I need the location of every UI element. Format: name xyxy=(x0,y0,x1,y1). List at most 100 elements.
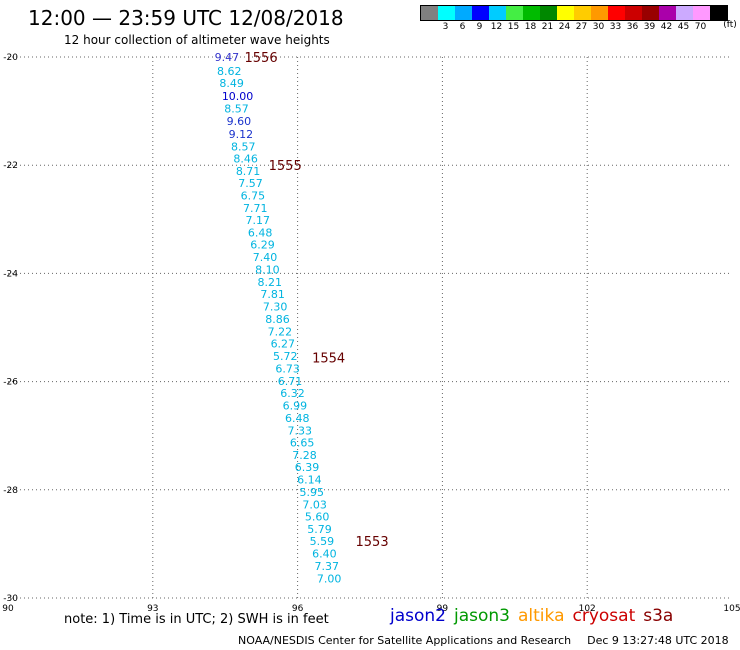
swh-value-label: 6.71 xyxy=(278,375,303,388)
legend-label: 30 xyxy=(592,22,605,32)
swh-value-label: 6.14 xyxy=(297,474,322,487)
swh-value-label: 8.62 xyxy=(217,65,242,78)
swh-value-label: 8.49 xyxy=(219,77,244,90)
legend-label: 33 xyxy=(609,22,622,32)
swh-value-label: 6.48 xyxy=(285,412,310,425)
swh-value-label: 5.72 xyxy=(273,350,298,363)
swh-value-label: 7.17 xyxy=(245,214,269,227)
y-tick-label: -26 xyxy=(3,378,18,388)
swh-value-label: 7.71 xyxy=(243,202,267,215)
swh-value-label: 6.48 xyxy=(248,226,272,239)
legend-label: 42 xyxy=(660,22,673,32)
swh-value-label: 7.57 xyxy=(238,177,263,190)
legend-label: 36 xyxy=(626,22,639,32)
satellite-jason3: jason3 xyxy=(454,606,510,626)
x-tick-label: 99 xyxy=(437,604,449,614)
legend-swatch xyxy=(523,6,540,20)
x-tick-label: 105 xyxy=(723,604,740,614)
legend-swatch xyxy=(676,6,693,20)
legend-label: 3 xyxy=(442,22,449,32)
legend-unit: (ft) xyxy=(723,20,737,30)
swh-value-label: 6.32 xyxy=(280,387,305,400)
legend-label: 21 xyxy=(541,22,554,32)
color-legend: 3 6 9 12 15 18 21 24 27 30 33 36 39 42 45 70 xyxy=(420,5,728,33)
pass-number-label: 1553 xyxy=(356,535,389,550)
page-title: 12:00 — 23:59 UTC 12/08/2018 xyxy=(28,6,344,30)
swh-value-label: 7.00 xyxy=(317,573,342,586)
legend-label: 24 xyxy=(558,22,571,32)
swh-value-label: 6.39 xyxy=(295,461,320,474)
page-subtitle: 12 hour collection of altimeter wave hei… xyxy=(64,33,330,47)
legend-swatch xyxy=(438,6,455,20)
swh-value-label: 7.03 xyxy=(302,498,327,511)
legend-swatch xyxy=(608,6,625,20)
swh-value-label: 9.12 xyxy=(229,128,254,141)
swh-value-label: 7.81 xyxy=(260,288,285,301)
x-tick-label: 96 xyxy=(292,604,304,614)
satellite-legend: jason2 jason3 altika cryosat s3a xyxy=(390,606,681,626)
swh-value-label: 8.86 xyxy=(265,313,290,326)
legend-swatch xyxy=(574,6,591,20)
swh-value-label: 5.95 xyxy=(300,486,325,499)
legend-swatches xyxy=(420,5,728,21)
legend-swatch xyxy=(506,6,523,20)
y-tick-label: -28 xyxy=(3,486,18,496)
swh-value-label: 6.29 xyxy=(250,239,274,252)
y-tick-label: -30 xyxy=(3,594,18,604)
legend-labels: 3 6 9 12 15 18 21 24 27 30 33 36 39 42 45 70 xyxy=(420,21,728,33)
swh-value-label: 6.40 xyxy=(312,548,337,561)
legend-label: 18 xyxy=(524,22,537,32)
x-tick-label: 102 xyxy=(579,604,596,614)
swh-value-label: 6.27 xyxy=(271,338,296,351)
swh-value-label: 10.00 xyxy=(222,90,254,103)
legend-swatch xyxy=(659,6,676,20)
swh-value-label: 8.10 xyxy=(255,264,280,277)
swh-value-label: 8.57 xyxy=(231,140,256,153)
swh-value-label: 7.40 xyxy=(253,251,278,264)
swh-value-label: 9.47 xyxy=(215,51,240,64)
legend-label: 9 xyxy=(476,22,483,32)
legend-swatch xyxy=(489,6,506,20)
footer-note: note: 1) Time is in UTC; 2) SWH is in fe… xyxy=(64,612,329,627)
legend-label: 70 xyxy=(694,22,707,32)
credit-text: NOAA/NESDIS Center for Satellite Applica… xyxy=(238,634,572,647)
legend-label: 27 xyxy=(575,22,588,32)
swh-value-label: 6.75 xyxy=(241,189,265,202)
y-tick-label: -20 xyxy=(3,53,18,63)
legend-swatch xyxy=(625,6,642,20)
swh-value-label: 5.79 xyxy=(307,523,332,536)
swh-value-label: 7.37 xyxy=(314,560,339,573)
legend-label: 12 xyxy=(490,22,503,32)
y-tick-label: -24 xyxy=(3,269,18,279)
satellite-altika: altika xyxy=(518,606,565,626)
x-tick-label: 90 xyxy=(2,604,14,614)
swh-value-label: 7.22 xyxy=(268,325,293,338)
satellite-s3a: s3a xyxy=(643,606,674,626)
swh-value-label: 5.59 xyxy=(310,535,335,548)
pass-number-label: 1556 xyxy=(245,51,278,66)
swh-value-label: 8.46 xyxy=(233,153,258,166)
swh-value-label: 7.28 xyxy=(292,449,317,462)
swh-value-label: 7.33 xyxy=(287,424,312,437)
pass-number-label: 1555 xyxy=(269,159,302,174)
legend-swatch xyxy=(472,6,489,20)
swh-value-label: 5.60 xyxy=(305,510,330,523)
legend-swatch xyxy=(693,6,710,20)
x-tick-label: 93 xyxy=(147,604,158,614)
legend-swatch xyxy=(540,6,557,20)
satellite-jason2: jason2 xyxy=(390,606,446,626)
footer-credit: NOAA/NESDIS Center for Satellite Applica… xyxy=(238,634,729,647)
swh-value-label: 6.99 xyxy=(283,399,308,412)
swh-value-label: 6.65 xyxy=(290,437,315,450)
swh-value-label: 7.30 xyxy=(263,300,288,313)
swh-value-label: 8.71 xyxy=(236,165,261,178)
legend-swatch xyxy=(421,6,438,20)
legend-swatch xyxy=(557,6,574,20)
swh-value-label: 8.57 xyxy=(224,102,249,115)
legend-swatch xyxy=(642,6,659,20)
legend-label: 15 xyxy=(507,22,520,32)
satellite-cryosat: cryosat xyxy=(572,606,636,626)
pass-number-label: 1554 xyxy=(312,351,345,366)
timestamp-text: Dec 9 13:27:48 UTC 2018 xyxy=(587,634,729,647)
